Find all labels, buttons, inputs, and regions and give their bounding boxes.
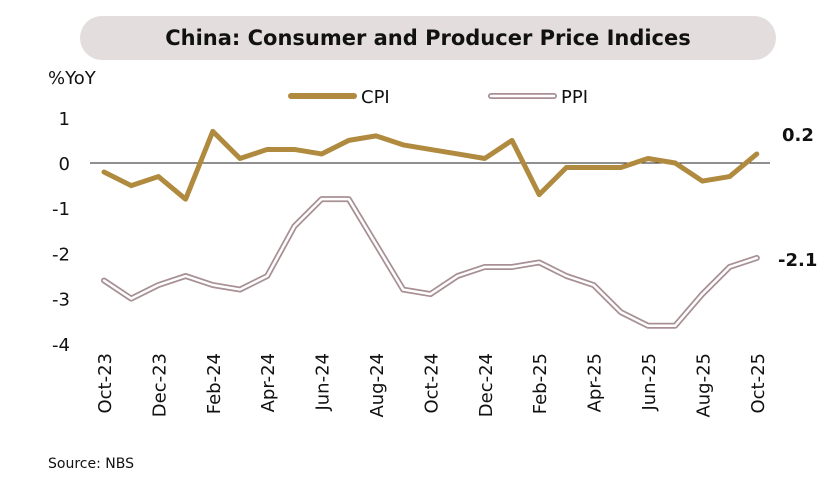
source-note: Source: NBS xyxy=(48,456,134,472)
ppi-end-label: -2.1 xyxy=(778,250,817,271)
y-tick-label: -4 xyxy=(52,335,70,356)
y-tick-label: -2 xyxy=(52,244,70,265)
x-tick-label: Dec-24 xyxy=(476,353,497,417)
y-tick-label: 1 xyxy=(59,109,70,130)
legend-label-ppi: PPI xyxy=(561,87,588,108)
chart-title: China: Consumer and Producer Price Indic… xyxy=(80,16,776,60)
x-tick-label: Jun-25 xyxy=(639,353,660,412)
legend: CPI PPI xyxy=(288,87,588,108)
x-tick-label: Apr-25 xyxy=(585,353,606,412)
x-tick-label: Feb-25 xyxy=(530,353,551,414)
x-tick-label: Oct-24 xyxy=(421,353,442,414)
x-tick-label: Aug-24 xyxy=(367,353,388,418)
x-tick-label: Feb-24 xyxy=(204,353,225,414)
cpi-end-label: 0.2 xyxy=(782,125,814,146)
y-axis-label: %YoY xyxy=(48,68,97,89)
x-tick-label: Aug-25 xyxy=(693,353,714,418)
ppi-line-inner xyxy=(102,197,759,327)
cpi-line xyxy=(101,128,760,202)
y-tick-label: -1 xyxy=(52,199,70,220)
x-tick-label: Dec-23 xyxy=(149,353,170,417)
x-tick-label: Oct-23 xyxy=(95,353,116,414)
x-tick-label: Apr-24 xyxy=(258,353,279,412)
y-tick-label: 0 xyxy=(59,154,70,175)
x-tick-label: Jun-24 xyxy=(313,353,334,412)
x-tick-label: Oct-25 xyxy=(748,353,769,414)
ppi-line xyxy=(101,196,760,329)
legend-label-cpi: CPI xyxy=(361,87,390,108)
y-tick-label: -3 xyxy=(52,290,70,311)
